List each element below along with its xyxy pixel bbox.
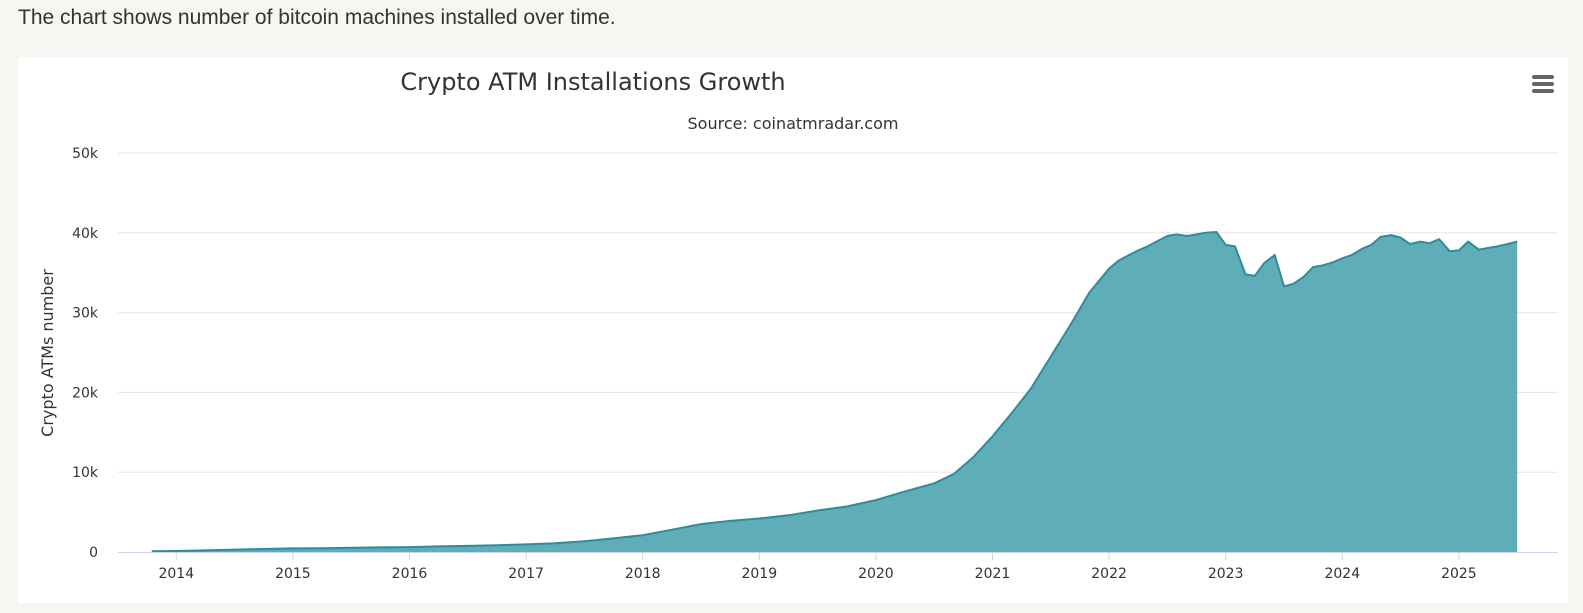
series-area-fill [151, 232, 1518, 552]
chart-subtitle: Source: coinatmradar.com [688, 114, 899, 133]
x-tick-label: 2021 [975, 566, 1011, 582]
x-tick-label: 2025 [1441, 566, 1477, 582]
x-tick-label: 2023 [1208, 566, 1244, 582]
area-chart: Crypto ATM Installations Growth Source: … [38, 68, 1558, 582]
x-tick-label: 2024 [1324, 566, 1360, 582]
x-tick-label: 2019 [741, 566, 777, 582]
y-tick-label: 50k [72, 146, 99, 162]
x-tick-label: 2022 [1091, 566, 1127, 582]
y-tick-label: 0 [89, 545, 98, 561]
y-tick-label: 20k [72, 385, 99, 401]
y-tick-label: 10k [72, 465, 99, 481]
y-axis-ticks: 0 10k 20k 30k 40k 50k [72, 146, 99, 561]
x-tick-label: 2014 [158, 566, 194, 582]
chart-container: Crypto ATM Installations Growth Source: … [18, 57, 1568, 603]
y-tick-label: 30k [72, 306, 99, 322]
x-tick-label: 2017 [508, 566, 544, 582]
chart-description: The chart shows number of bitcoin machin… [18, 6, 616, 29]
x-tick-label: 2016 [392, 566, 428, 582]
chart-title: Crypto ATM Installations Growth [400, 68, 785, 96]
series-line [151, 230, 1518, 553]
y-tick-label: 40k [72, 226, 99, 242]
series-area [151, 230, 1518, 553]
hamburger-menu-icon[interactable] [1530, 71, 1556, 97]
x-tick-label: 2020 [858, 566, 894, 582]
x-axis-ticks: 2014 2015 2016 2017 2018 2019 2020 2021 2022 2023… [158, 552, 1477, 582]
x-tick-label: 2015 [275, 566, 311, 582]
y-axis-title: Crypto ATMs number [38, 269, 57, 437]
x-tick-label: 2018 [625, 566, 661, 582]
